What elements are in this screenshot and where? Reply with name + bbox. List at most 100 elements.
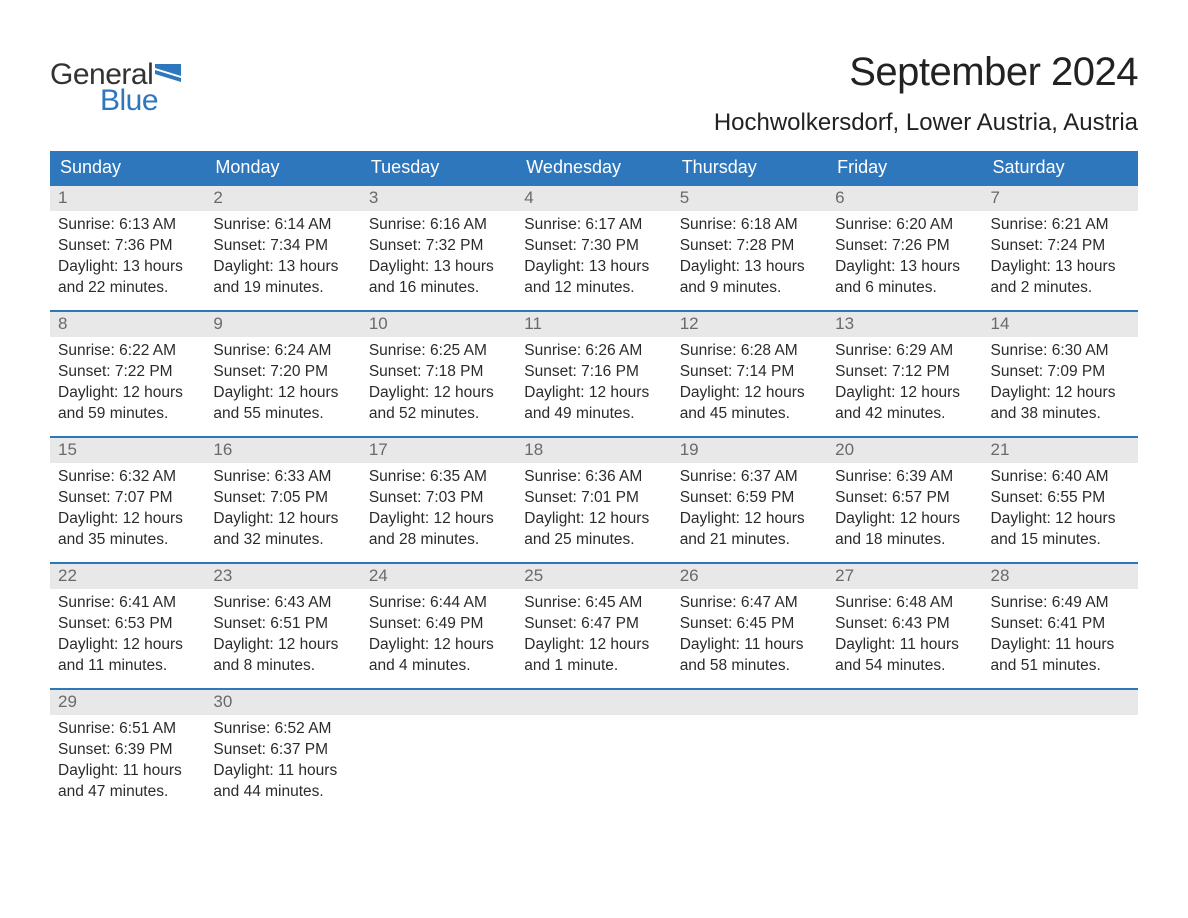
day-sunset: Sunset: 6:57 PM	[835, 488, 974, 509]
day-d2: and 28 minutes.	[369, 530, 508, 551]
day-details: Sunrise: 6:28 AMSunset: 7:14 PMDaylight:…	[672, 337, 827, 431]
day-sunrise: Sunrise: 6:33 AM	[213, 467, 352, 488]
day-number: 6	[827, 186, 982, 211]
day-d2: and 51 minutes.	[991, 656, 1130, 677]
header: General Blue September 2024 Hochwolkersd…	[50, 50, 1138, 147]
day-header: Friday	[827, 151, 982, 185]
day-d1: Daylight: 11 hours	[58, 761, 197, 782]
day-d2: and 19 minutes.	[213, 278, 352, 299]
day-sunset: Sunset: 6:47 PM	[524, 614, 663, 635]
day-details: Sunrise: 6:21 AMSunset: 7:24 PMDaylight:…	[983, 211, 1138, 305]
day-header: Thursday	[672, 151, 827, 185]
day-sunrise: Sunrise: 6:43 AM	[213, 593, 352, 614]
day-sunrise: Sunrise: 6:21 AM	[991, 215, 1130, 236]
day-sunrise: Sunrise: 6:52 AM	[213, 719, 352, 740]
day-number	[983, 690, 1138, 715]
day-details: Sunrise: 6:14 AMSunset: 7:34 PMDaylight:…	[205, 211, 360, 305]
day-sunrise: Sunrise: 6:51 AM	[58, 719, 197, 740]
day-sunrise: Sunrise: 6:36 AM	[524, 467, 663, 488]
day-d2: and 9 minutes.	[680, 278, 819, 299]
calendar-cell: 20Sunrise: 6:39 AMSunset: 6:57 PMDayligh…	[827, 437, 982, 563]
calendar-cell: 8Sunrise: 6:22 AMSunset: 7:22 PMDaylight…	[50, 311, 205, 437]
day-number: 20	[827, 438, 982, 463]
day-d1: Daylight: 11 hours	[835, 635, 974, 656]
calendar-week: 29Sunrise: 6:51 AMSunset: 6:39 PMDayligh…	[50, 689, 1138, 815]
day-details: Sunrise: 6:37 AMSunset: 6:59 PMDaylight:…	[672, 463, 827, 557]
day-number: 13	[827, 312, 982, 337]
day-sunset: Sunset: 7:26 PM	[835, 236, 974, 257]
day-details: Sunrise: 6:52 AMSunset: 6:37 PMDaylight:…	[205, 715, 360, 809]
day-d1: Daylight: 12 hours	[680, 383, 819, 404]
day-details: Sunrise: 6:47 AMSunset: 6:45 PMDaylight:…	[672, 589, 827, 683]
day-details: Sunrise: 6:44 AMSunset: 6:49 PMDaylight:…	[361, 589, 516, 683]
calendar-cell: 12Sunrise: 6:28 AMSunset: 7:14 PMDayligh…	[672, 311, 827, 437]
day-d2: and 8 minutes.	[213, 656, 352, 677]
day-details: Sunrise: 6:26 AMSunset: 7:16 PMDaylight:…	[516, 337, 671, 431]
day-sunrise: Sunrise: 6:35 AM	[369, 467, 508, 488]
day-details: Sunrise: 6:39 AMSunset: 6:57 PMDaylight:…	[827, 463, 982, 557]
day-sunset: Sunset: 7:01 PM	[524, 488, 663, 509]
day-sunset: Sunset: 7:24 PM	[991, 236, 1130, 257]
day-sunrise: Sunrise: 6:40 AM	[991, 467, 1130, 488]
day-sunset: Sunset: 7:09 PM	[991, 362, 1130, 383]
day-sunset: Sunset: 7:36 PM	[58, 236, 197, 257]
location-subtitle: Hochwolkersdorf, Lower Austria, Austria	[714, 109, 1138, 137]
calendar-cell: 6Sunrise: 6:20 AMSunset: 7:26 PMDaylight…	[827, 185, 982, 311]
calendar-cell: 22Sunrise: 6:41 AMSunset: 6:53 PMDayligh…	[50, 563, 205, 689]
day-number: 3	[361, 186, 516, 211]
page-title: September 2024	[714, 50, 1138, 95]
day-d2: and 21 minutes.	[680, 530, 819, 551]
day-d1: Daylight: 12 hours	[369, 383, 508, 404]
day-d1: Daylight: 12 hours	[58, 383, 197, 404]
day-d2: and 2 minutes.	[991, 278, 1130, 299]
day-sunset: Sunset: 6:39 PM	[58, 740, 197, 761]
day-details: Sunrise: 6:24 AMSunset: 7:20 PMDaylight:…	[205, 337, 360, 431]
day-sunset: Sunset: 7:07 PM	[58, 488, 197, 509]
day-sunrise: Sunrise: 6:25 AM	[369, 341, 508, 362]
day-number: 15	[50, 438, 205, 463]
day-d1: Daylight: 11 hours	[991, 635, 1130, 656]
day-d2: and 54 minutes.	[835, 656, 974, 677]
day-d2: and 58 minutes.	[680, 656, 819, 677]
calendar-cell: 27Sunrise: 6:48 AMSunset: 6:43 PMDayligh…	[827, 563, 982, 689]
day-details: Sunrise: 6:33 AMSunset: 7:05 PMDaylight:…	[205, 463, 360, 557]
day-details: Sunrise: 6:41 AMSunset: 6:53 PMDaylight:…	[50, 589, 205, 683]
day-header: Monday	[205, 151, 360, 185]
day-number	[827, 690, 982, 715]
day-sunset: Sunset: 6:49 PM	[369, 614, 508, 635]
day-sunset: Sunset: 6:51 PM	[213, 614, 352, 635]
calendar-cell: 10Sunrise: 6:25 AMSunset: 7:18 PMDayligh…	[361, 311, 516, 437]
day-d2: and 15 minutes.	[991, 530, 1130, 551]
day-sunrise: Sunrise: 6:41 AM	[58, 593, 197, 614]
day-sunset: Sunset: 7:34 PM	[213, 236, 352, 257]
calendar-week: 22Sunrise: 6:41 AMSunset: 6:53 PMDayligh…	[50, 563, 1138, 689]
day-number: 5	[672, 186, 827, 211]
day-sunrise: Sunrise: 6:14 AM	[213, 215, 352, 236]
day-d2: and 45 minutes.	[680, 404, 819, 425]
day-d2: and 32 minutes.	[213, 530, 352, 551]
day-sunrise: Sunrise: 6:17 AM	[524, 215, 663, 236]
day-details: Sunrise: 6:35 AMSunset: 7:03 PMDaylight:…	[361, 463, 516, 557]
day-sunrise: Sunrise: 6:32 AM	[58, 467, 197, 488]
day-sunrise: Sunrise: 6:37 AM	[680, 467, 819, 488]
day-sunrise: Sunrise: 6:18 AM	[680, 215, 819, 236]
day-sunrise: Sunrise: 6:39 AM	[835, 467, 974, 488]
day-d2: and 38 minutes.	[991, 404, 1130, 425]
day-details: Sunrise: 6:48 AMSunset: 6:43 PMDaylight:…	[827, 589, 982, 683]
day-sunrise: Sunrise: 6:24 AM	[213, 341, 352, 362]
calendar-cell	[827, 689, 982, 815]
day-number: 27	[827, 564, 982, 589]
day-number: 7	[983, 186, 1138, 211]
day-details: Sunrise: 6:17 AMSunset: 7:30 PMDaylight:…	[516, 211, 671, 305]
day-d2: and 22 minutes.	[58, 278, 197, 299]
day-number: 1	[50, 186, 205, 211]
calendar-cell	[361, 689, 516, 815]
day-sunset: Sunset: 7:30 PM	[524, 236, 663, 257]
day-d1: Daylight: 12 hours	[524, 383, 663, 404]
day-sunset: Sunset: 6:59 PM	[680, 488, 819, 509]
calendar-header-row: SundayMondayTuesdayWednesdayThursdayFrid…	[50, 151, 1138, 185]
day-sunrise: Sunrise: 6:26 AM	[524, 341, 663, 362]
calendar-cell: 26Sunrise: 6:47 AMSunset: 6:45 PMDayligh…	[672, 563, 827, 689]
day-d1: Daylight: 12 hours	[369, 509, 508, 530]
day-number: 8	[50, 312, 205, 337]
